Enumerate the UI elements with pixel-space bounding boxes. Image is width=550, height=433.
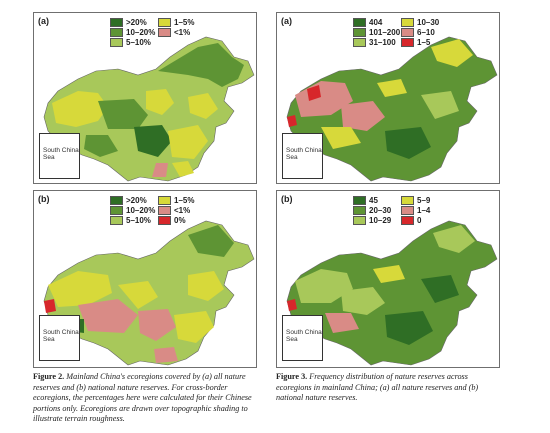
legend-swatch	[110, 27, 123, 37]
legend-item: 1–4	[401, 205, 449, 215]
legend-swatch	[353, 215, 366, 225]
inset-label: South China Sea	[286, 329, 322, 343]
legend-item: 10–30	[401, 17, 449, 27]
figure2-panel-a: (a) >20% 1–5% 10–20% <1% 5–10% South Chi…	[33, 12, 257, 184]
figure2-panel-b: (b) >20% 1–5% 10–20% <1% 5–10% 0% South …	[33, 190, 257, 368]
legend-swatch	[158, 195, 171, 205]
figure3-caption: Figure 3. Frequency distribution of natu…	[276, 372, 500, 404]
inset-label: South China Sea	[43, 147, 79, 161]
legend-swatch	[158, 205, 171, 215]
legend-item: >20%	[110, 195, 158, 205]
legend-item: <1%	[158, 27, 206, 37]
legend-swatch	[110, 17, 123, 27]
ecoregion-map	[286, 36, 498, 182]
panel-label: (a)	[38, 16, 49, 26]
legend-swatch	[110, 37, 123, 47]
legend-item: 5–10%	[110, 215, 158, 225]
legend-item: >20%	[110, 17, 158, 27]
legend-item: 0%	[158, 215, 206, 225]
legend: 404 10–30 101–200 6–10 31–100 1–5	[353, 17, 449, 47]
caption-text: Frequency distribution of nature reserve…	[276, 372, 479, 402]
legend-item: <1%	[158, 205, 206, 215]
legend-swatch	[158, 27, 171, 37]
ecoregion-map	[43, 220, 255, 366]
legend-swatch	[401, 205, 414, 215]
figure-number: Figure 2.	[33, 372, 65, 381]
panel-label: (a)	[281, 16, 292, 26]
figure3-panel-b: (b) 45 5–9 20–30 1–4 10–29 0 South China…	[276, 190, 500, 368]
legend-item: 45	[353, 195, 401, 205]
legend-swatch	[158, 215, 171, 225]
legend-item: 404	[353, 17, 401, 27]
legend: 45 5–9 20–30 1–4 10–29 0	[353, 195, 449, 225]
south-china-sea-inset: South China Sea	[282, 315, 323, 361]
inset-label: South China Sea	[43, 329, 79, 343]
legend-item: 10–20%	[110, 27, 158, 37]
legend-swatch	[353, 195, 366, 205]
legend-item: 5–10%	[110, 37, 158, 47]
legend-item: 31–100	[353, 37, 401, 47]
legend-swatch	[110, 205, 123, 215]
legend-swatch	[401, 37, 414, 47]
legend-swatch	[401, 215, 414, 225]
ecoregion-map	[286, 220, 498, 366]
south-china-sea-inset: South China Sea	[39, 315, 80, 361]
legend-item: 6–10	[401, 27, 449, 37]
figure3-panel-a: (a) 404 10–30 101–200 6–10 31–100 1–5 So…	[276, 12, 500, 184]
legend-item: 20–30	[353, 205, 401, 215]
legend-swatch	[353, 37, 366, 47]
legend-item: 1–5%	[158, 195, 206, 205]
legend-item: 10–20%	[110, 205, 158, 215]
legend: >20% 1–5% 10–20% <1% 5–10% 0%	[110, 195, 206, 225]
legend-swatch	[353, 17, 366, 27]
ecoregion-map	[43, 36, 255, 182]
legend-item: 1–5%	[158, 17, 206, 27]
legend-item: 10–29	[353, 215, 401, 225]
legend-item: 101–200	[353, 27, 401, 37]
figure2-caption: Figure 2. Mainland China's ecoregions co…	[33, 372, 257, 425]
legend-swatch	[401, 17, 414, 27]
legend-swatch	[401, 27, 414, 37]
legend-swatch	[353, 27, 366, 37]
figure-number: Figure 3.	[276, 372, 308, 381]
legend-swatch	[401, 195, 414, 205]
legend: >20% 1–5% 10–20% <1% 5–10%	[110, 17, 206, 47]
panel-label: (b)	[281, 194, 293, 204]
inset-label: South China Sea	[286, 147, 322, 161]
panel-label: (b)	[38, 194, 50, 204]
legend-item: 0	[401, 215, 449, 225]
south-china-sea-inset: South China Sea	[39, 133, 80, 179]
legend-swatch	[110, 195, 123, 205]
legend-swatch	[353, 205, 366, 215]
legend-swatch	[110, 215, 123, 225]
caption-text: Mainland China's ecoregions covered by (…	[33, 372, 252, 423]
legend-item: 5–9	[401, 195, 449, 205]
legend-swatch	[158, 17, 171, 27]
legend-item: 1–5	[401, 37, 449, 47]
south-china-sea-inset: South China Sea	[282, 133, 323, 179]
